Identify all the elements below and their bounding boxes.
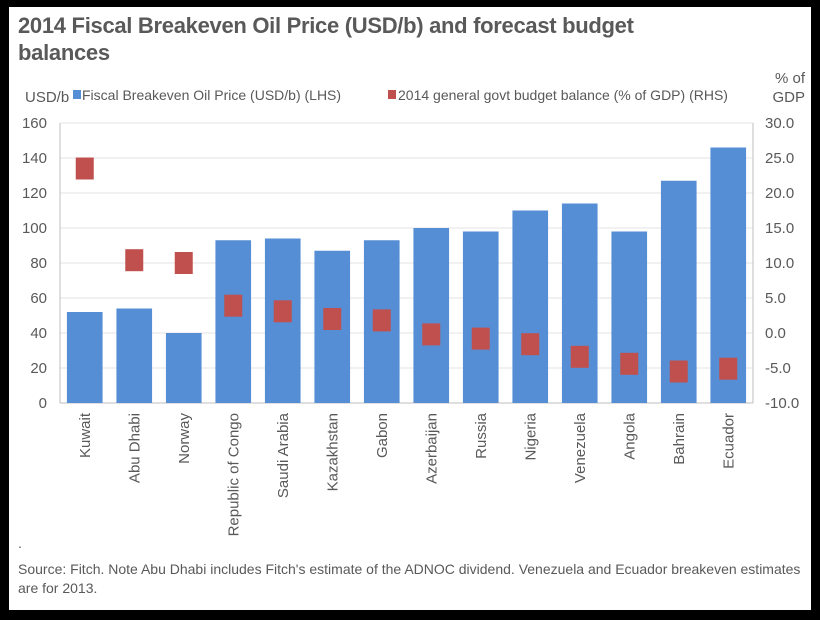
bar — [66, 312, 103, 403]
y2-axis-label: % of — [775, 70, 806, 87]
y2-tick-label: -10.0 — [765, 395, 799, 412]
y-tick-label: 40 — [30, 325, 47, 342]
x-tick-label: Bahrain — [671, 413, 688, 465]
y2-tick-label: -5.0 — [765, 360, 791, 377]
y2-tick-label: 0.0 — [765, 325, 786, 342]
legend-label: 2014 general govt budget balance (% of G… — [398, 87, 728, 103]
y2-tick-label: 5.0 — [765, 290, 786, 307]
y-axis-label: USD/b — [25, 89, 69, 106]
x-tick-label: Abu Dhabi — [126, 413, 143, 483]
marker — [471, 327, 490, 350]
x-tick-label: Kuwait — [77, 412, 94, 458]
marker — [75, 157, 94, 180]
x-tick-label: Russia — [473, 412, 490, 459]
bar — [116, 308, 153, 403]
marker — [669, 360, 688, 383]
x-tick-label: Saudi Arabia — [275, 412, 292, 498]
y-tick-label: 80 — [30, 255, 47, 272]
marker — [570, 345, 589, 368]
x-tick-label: Republic of Congo — [225, 413, 242, 536]
bar — [413, 228, 450, 403]
legend-swatch — [388, 90, 396, 99]
bar — [165, 333, 202, 403]
bar — [512, 210, 549, 403]
y2-axis-label: GDP — [772, 89, 805, 106]
dot: . — [18, 535, 22, 551]
marker — [174, 252, 193, 274]
x-tick-label: Venezuela — [572, 412, 589, 483]
legend-label: Fiscal Breakeven Oil Price (USD/b) (LHS) — [82, 87, 341, 103]
marker — [620, 352, 639, 375]
y2-tick-label: 25.0 — [765, 150, 794, 167]
bar — [215, 240, 252, 403]
y-tick-label: 60 — [30, 290, 47, 307]
y2-tick-label: 15.0 — [765, 220, 794, 237]
x-tick-label: Ecuador — [720, 413, 737, 469]
marker — [323, 308, 342, 330]
marker — [719, 357, 738, 380]
marker — [273, 300, 292, 323]
marker — [372, 309, 391, 332]
y-tick-label: 140 — [22, 150, 47, 167]
marker — [224, 294, 243, 317]
y-tick-label: 0 — [39, 395, 47, 412]
chart-title: 2014 Fiscal Breakeven Oil Price (USD/b) … — [18, 13, 634, 65]
y-tick-label: 100 — [22, 220, 47, 237]
x-tick-label: Nigeria — [522, 412, 539, 460]
marker — [125, 249, 144, 272]
x-tick-label: Gabon — [374, 413, 391, 458]
marker — [422, 323, 441, 346]
bar — [462, 231, 499, 403]
x-tick-label: Angola — [621, 412, 638, 459]
legend-swatch — [73, 90, 81, 99]
x-tick-label: Kazakhstan — [324, 413, 341, 491]
y2-tick-label: 10.0 — [765, 255, 794, 272]
marker — [521, 333, 540, 356]
footnote: Source: Fitch. Note Abu Dhabi includes F… — [18, 561, 801, 596]
y-tick-label: 160 — [22, 115, 47, 132]
x-tick-label: Azerbaijan — [423, 413, 440, 484]
y-tick-label: 20 — [30, 360, 47, 377]
y-tick-label: 120 — [22, 185, 47, 202]
x-tick-label: Norway — [176, 413, 193, 464]
bar — [561, 203, 598, 403]
y2-tick-label: 20.0 — [765, 185, 794, 202]
bar — [611, 231, 648, 403]
y2-tick-label: 30.0 — [765, 115, 794, 132]
